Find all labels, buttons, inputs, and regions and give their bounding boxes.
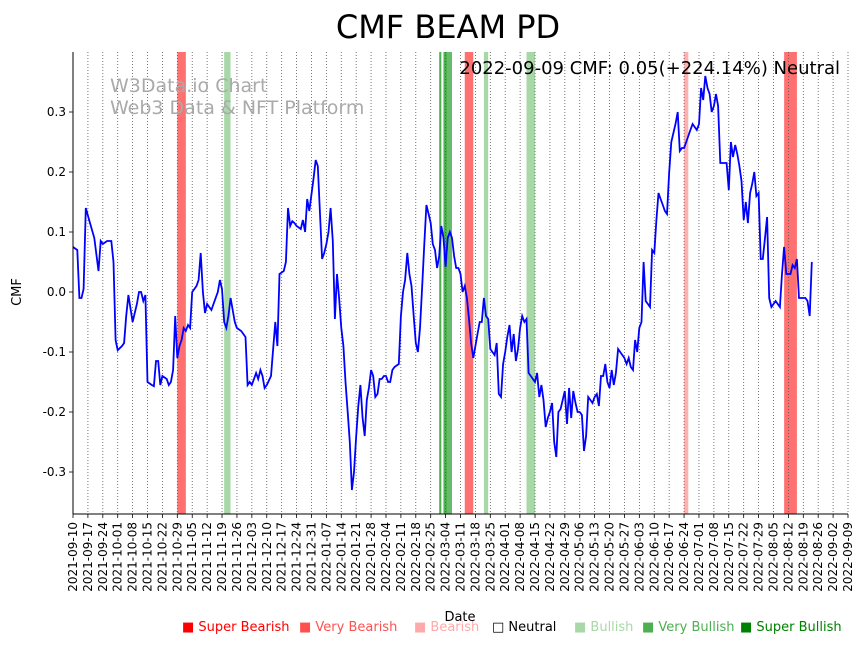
x-tick-label: 2022-08-05 — [766, 522, 780, 592]
x-ticks: 2021-09-10 2021-09-17 2021-09-24 2021-10-01… — [66, 514, 855, 592]
y-tick-label: 0.1 — [47, 225, 66, 239]
signal-band — [784, 52, 797, 514]
signal-band — [684, 52, 689, 514]
x-tick-label: 2022-04-15 — [528, 522, 542, 592]
x-tick-label: 2022-08-19 — [796, 522, 810, 592]
x-tick-label: 2022-05-27 — [617, 522, 631, 592]
legend-item-super-bearish: ■ Super Bearish — [182, 620, 290, 635]
x-tick-label: 2022-04-29 — [558, 522, 572, 592]
x-tick-label: 2021-09-24 — [96, 522, 110, 592]
x-tick-label: 2022-01-28 — [364, 522, 378, 592]
watermark-line-2: Web3 Data & NFT Platform — [110, 97, 364, 119]
signal-band — [447, 52, 452, 514]
chart-title: CMF BEAM PD — [336, 8, 560, 46]
x-tick-label: 2021-12-24 — [290, 522, 304, 592]
x-tick-label: 2022-02-11 — [394, 522, 408, 592]
signal-band — [483, 52, 489, 514]
signal-band — [439, 52, 442, 514]
x-tick-label: 2021-10-15 — [141, 522, 155, 592]
x-tick-label: 2022-07-15 — [722, 522, 736, 592]
legend-item-super-bullish: ■ Super Bullish — [740, 620, 842, 635]
x-tick-label: 2022-07-08 — [707, 522, 721, 592]
legend-item-bullish: ■ Bullish — [574, 620, 634, 635]
legend-item-bearish: ■ Bearish — [414, 620, 480, 635]
y-tick-label: -0.2 — [43, 405, 66, 419]
x-tick-label: 2022-08-12 — [781, 522, 795, 592]
x-tick-label: 2021-12-31 — [304, 522, 318, 592]
y-tick-label: 0.3 — [47, 105, 66, 119]
y-tick-label: -0.3 — [43, 465, 66, 479]
x-tick-label: 2022-03-25 — [483, 522, 497, 592]
signal-band — [224, 52, 231, 514]
x-tick-label: 2021-10-29 — [170, 522, 184, 592]
legend-item-very-bullish: ■ Very Bullish — [642, 620, 735, 635]
x-tick-label: 2022-03-11 — [454, 522, 468, 592]
x-tick-label: 2022-04-22 — [543, 522, 557, 592]
x-tick-label: 2022-03-18 — [468, 522, 482, 592]
latest-value-annotation: 2022-09-09 CMF: 0.05(+224.14%) Neutral — [459, 58, 840, 79]
x-tick-label: 2022-02-25 — [424, 522, 438, 592]
watermark: W3Data.io Chart Web3 Data & NFT Platform — [110, 75, 364, 119]
cmf-series-line — [72, 75, 813, 491]
x-tick-label: 2022-05-13 — [588, 522, 602, 592]
x-tick-label: 2022-09-02 — [826, 522, 840, 592]
x-tick-label: 2021-10-01 — [111, 522, 125, 592]
x-tick-label: 2022-06-24 — [677, 522, 691, 592]
x-tick-label: 2022-04-08 — [513, 522, 527, 592]
y-ticks: -0.3 -0.2 -0.1 0.0 0.1 0.2 0.3 — [43, 105, 73, 479]
x-tick-label: 2022-07-01 — [692, 522, 706, 592]
signal-band — [526, 52, 536, 514]
x-tick-label: 2021-11-12 — [200, 522, 214, 592]
x-tick-label: 2022-01-21 — [349, 522, 363, 592]
signal-band — [464, 52, 474, 514]
x-tick-label: 2021-11-19 — [215, 522, 229, 592]
x-tick-label: 2022-07-22 — [737, 522, 751, 592]
x-tick-label: 2021-09-17 — [81, 522, 95, 592]
watermark-line-1: W3Data.io Chart — [110, 75, 267, 97]
x-tick-label: 2022-04-01 — [498, 522, 512, 592]
legend: ■ Super Bearish ■ Very Bearish ■ Bearish □ … — [182, 620, 852, 640]
x-tick-label: 2022-06-10 — [647, 522, 661, 592]
x-tick-label: 2021-09-10 — [66, 522, 80, 592]
x-tick-label: 2022-07-29 — [752, 522, 766, 592]
x-tick-label: 2021-11-26 — [230, 522, 244, 592]
x-tick-label: 2022-05-20 — [603, 522, 617, 592]
x-tick-label: 2022-01-14 — [334, 522, 348, 592]
y-axis-label: CMF — [10, 278, 25, 306]
x-tick-label: 2021-10-22 — [155, 522, 169, 592]
grid-lines — [72, 52, 849, 514]
x-tick-label: 2022-09-09 — [841, 522, 855, 592]
x-axis-label: Date — [444, 610, 475, 625]
x-tick-label: 2022-08-26 — [811, 522, 825, 592]
x-tick-label: 2021-12-17 — [275, 522, 289, 592]
legend-item-very-bearish: ■ Very Bearish — [299, 620, 398, 635]
x-tick-label: 2022-01-07 — [319, 522, 333, 592]
signal-band — [177, 52, 186, 514]
x-tick-label: 2022-02-04 — [379, 522, 393, 592]
signal-bands — [177, 52, 797, 514]
x-tick-label: 2022-06-17 — [662, 522, 676, 592]
legend-item-neutral: □ Neutral — [492, 620, 557, 635]
y-tick-label: 0.2 — [47, 165, 66, 179]
x-tick-label: 2021-11-05 — [185, 522, 199, 592]
x-tick-label: 2021-10-08 — [126, 522, 140, 592]
x-tick-label: 2022-06-03 — [632, 522, 646, 592]
y-tick-label: -0.1 — [43, 345, 66, 359]
x-tick-label: 2022-05-06 — [573, 522, 587, 592]
x-tick-label: 2021-12-10 — [260, 522, 274, 592]
x-tick-label: 2021-12-03 — [245, 522, 259, 592]
x-tick-label: 2022-03-04 — [439, 522, 453, 592]
y-tick-label: 0.0 — [47, 285, 66, 299]
x-tick-label: 2022-02-18 — [409, 522, 423, 592]
